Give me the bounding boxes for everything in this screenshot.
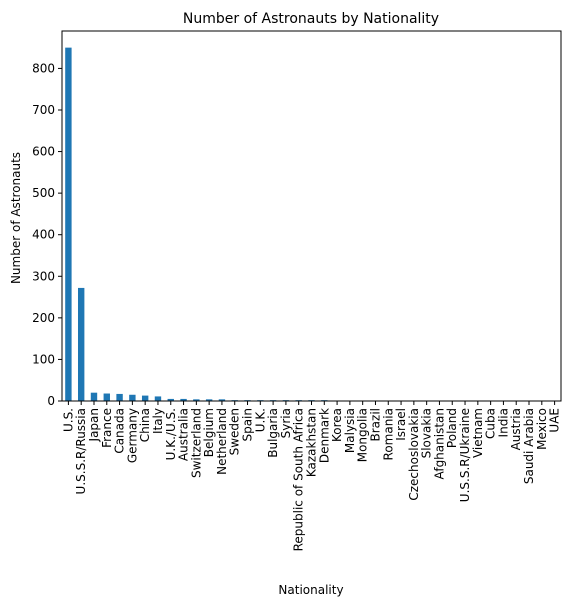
y-tick-label: 700 — [32, 103, 55, 117]
x-axis-label: Nationality — [278, 583, 343, 597]
y-tick-label: 200 — [32, 311, 55, 325]
bar — [142, 396, 148, 401]
x-tick-label: UAE — [548, 408, 562, 433]
chart-title: Number of Astronauts by Nationality — [183, 11, 439, 27]
y-tick-label: 400 — [32, 228, 55, 242]
y-tick-label: 800 — [32, 61, 55, 75]
bar — [104, 394, 110, 401]
bar — [91, 393, 97, 401]
bar — [78, 288, 84, 401]
y-tick-label: 500 — [32, 186, 55, 200]
plot-area: 0100200300400500600700800U.S.U.S.S.R/Rus… — [32, 31, 562, 551]
bar — [155, 396, 161, 401]
y-tick-label: 100 — [32, 352, 55, 366]
y-axis-label: Number of Astronauts — [9, 152, 23, 284]
axes-frame — [62, 31, 561, 401]
y-tick-label: 600 — [32, 145, 55, 159]
y-tick-label: 0 — [47, 394, 55, 408]
bar — [129, 395, 135, 401]
y-tick-label: 300 — [32, 269, 55, 283]
bar — [116, 394, 122, 401]
bar — [65, 48, 71, 401]
